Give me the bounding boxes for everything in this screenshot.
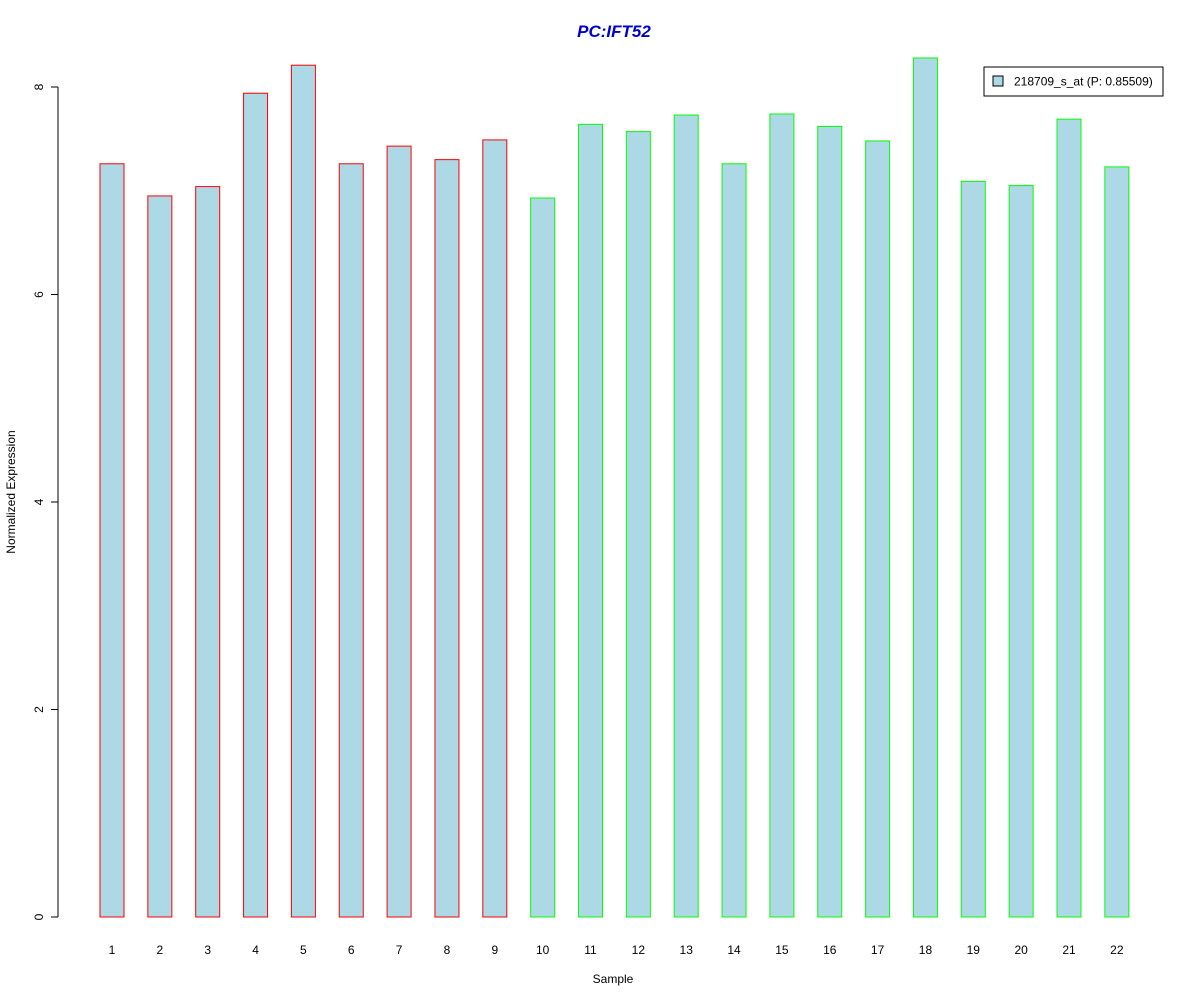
y-tick-label: 2 bbox=[32, 706, 46, 713]
bar-sample-15 bbox=[769, 113, 795, 918]
legend-box bbox=[983, 66, 1164, 97]
bar-sample-12 bbox=[625, 131, 651, 918]
x-tick-label: 5 bbox=[300, 943, 307, 957]
x-tick-label: 15 bbox=[775, 943, 789, 957]
x-tick-label: 7 bbox=[396, 943, 403, 957]
bar-sample-14 bbox=[721, 163, 747, 918]
x-tick-labels: 1 2 3 4 5 6 7 8 9 10 11 12 13 14 15 16 17 18 19 20 21 22 bbox=[109, 943, 1124, 957]
x-tick-label: 18 bbox=[919, 943, 933, 957]
bar-sample-5 bbox=[290, 64, 316, 918]
bar-sample-9 bbox=[482, 139, 508, 918]
x-tick-label: 8 bbox=[444, 943, 451, 957]
bar-sample-11 bbox=[578, 123, 603, 918]
x-tick-label: 19 bbox=[967, 943, 981, 957]
x-tick-label: 2 bbox=[157, 943, 164, 957]
x-axis-label: Sample bbox=[593, 972, 634, 986]
bar-sample-8 bbox=[434, 159, 460, 918]
bar-sample-6 bbox=[338, 163, 364, 918]
x-tick-label: 17 bbox=[871, 943, 885, 957]
x-tick-label: 1 bbox=[109, 943, 116, 957]
y-tick-label: 6 bbox=[32, 291, 46, 298]
y-tick-label: 8 bbox=[32, 83, 46, 90]
y-tick-label: 4 bbox=[32, 498, 46, 505]
bar-sample-19 bbox=[960, 180, 986, 918]
bar-sample-17 bbox=[865, 140, 891, 918]
bars-group bbox=[99, 57, 1130, 918]
x-tick-label: 22 bbox=[1110, 943, 1124, 957]
x-tick-label: 20 bbox=[1014, 943, 1028, 957]
legend-label: 218709_s_at (P: 0.85509) bbox=[1014, 75, 1153, 89]
x-tick-label: 9 bbox=[491, 943, 498, 957]
x-tick-label: 13 bbox=[680, 943, 694, 957]
x-tick-label: 3 bbox=[204, 943, 211, 957]
chart-title: PC:IFT52 bbox=[577, 22, 651, 41]
legend: 218709_s_at (P: 0.85509) bbox=[983, 66, 1164, 97]
bar-sample-20 bbox=[1008, 185, 1034, 918]
bar-sample-1 bbox=[99, 163, 125, 918]
bar-sample-4 bbox=[243, 92, 269, 918]
bar-sample-18 bbox=[912, 57, 938, 918]
x-tick-label: 10 bbox=[536, 943, 550, 957]
bar-sample-7 bbox=[386, 145, 412, 918]
bar-sample-21 bbox=[1056, 118, 1082, 918]
x-tick-label: 14 bbox=[727, 943, 741, 957]
y-tick-label: 0 bbox=[32, 913, 46, 920]
bar-sample-10 bbox=[530, 197, 556, 918]
bar-sample-3 bbox=[195, 186, 221, 918]
bar-sample-16 bbox=[817, 125, 843, 918]
x-tick-label: 12 bbox=[632, 943, 646, 957]
bar-sample-13 bbox=[673, 114, 699, 918]
legend-swatch bbox=[992, 75, 1004, 87]
x-tick-label: 11 bbox=[584, 943, 597, 957]
x-tick-label: 16 bbox=[823, 943, 837, 957]
y-axis: 0 2 4 6 8 bbox=[32, 83, 59, 920]
bar-sample-2 bbox=[147, 195, 173, 918]
x-tick-label: 4 bbox=[252, 943, 259, 957]
x-tick-label: 21 bbox=[1062, 943, 1076, 957]
bar-sample-22 bbox=[1104, 166, 1130, 918]
x-tick-label: 6 bbox=[348, 943, 355, 957]
y-axis-label: Normalized Expression bbox=[4, 430, 18, 553]
